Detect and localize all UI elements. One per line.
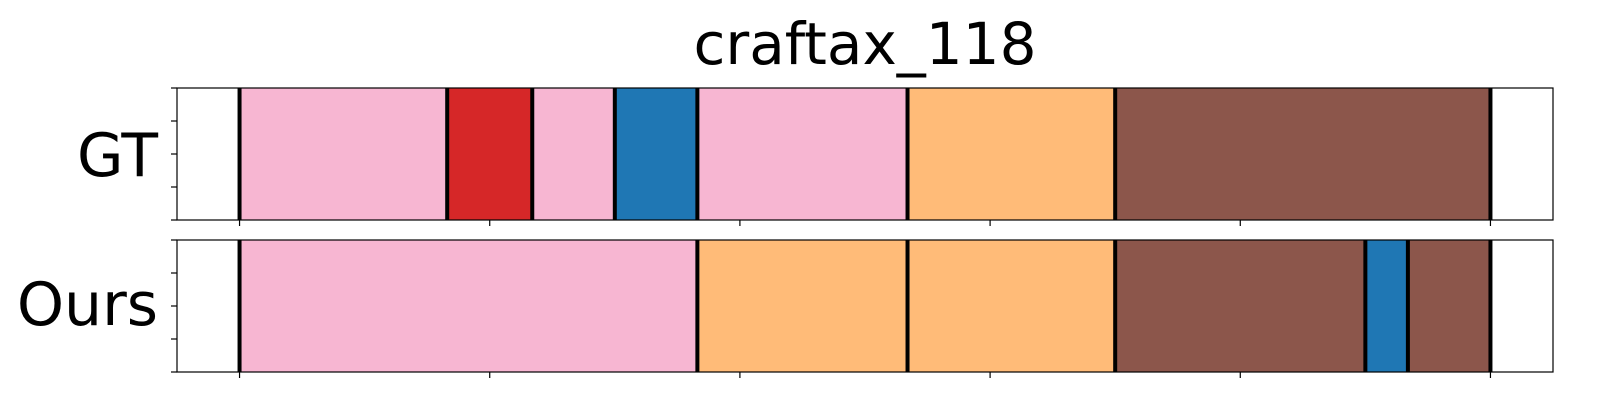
segment-gt-2 <box>447 88 533 220</box>
segment-ours-4 <box>1115 240 1366 372</box>
row-ours: Ours <box>17 239 1554 378</box>
segment-gt-3 <box>532 88 615 220</box>
segment-ours-2 <box>697 240 908 372</box>
segment-gt-5 <box>697 88 908 220</box>
segment-gt-1 <box>239 88 448 220</box>
row-label: GT <box>77 121 158 191</box>
chart-title: craftax_118 <box>694 10 1037 78</box>
row-label: Ours <box>17 270 158 340</box>
segment-ours-1 <box>239 240 698 372</box>
segment-ours-6 <box>1407 240 1491 372</box>
row-gt: GT <box>77 87 1554 226</box>
segment-ours-5 <box>1365 240 1408 372</box>
segment-gt-6 <box>907 88 1116 220</box>
rows-layer: GT Ours <box>17 87 1554 378</box>
segment-gt-4 <box>614 88 698 220</box>
segment-gt-7 <box>1115 88 1491 220</box>
segment-ours-3 <box>907 240 1116 372</box>
